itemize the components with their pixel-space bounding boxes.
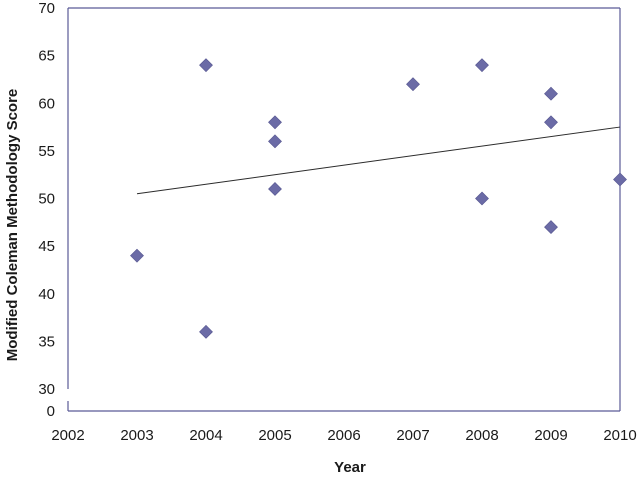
x-tick-label: 2010 (603, 427, 636, 444)
y-tick-label: 35 (38, 333, 55, 350)
y-tick-label: 50 (38, 191, 55, 208)
data-point (268, 115, 282, 130)
y-tick-label: 30 (38, 381, 55, 398)
data-point (544, 86, 558, 101)
data-point (130, 248, 144, 263)
x-axis-title: Year (334, 459, 366, 476)
y-tick-label: 55 (38, 143, 55, 160)
y-tick-label: 40 (38, 286, 55, 303)
data-point (475, 58, 489, 73)
y-tick-label: 60 (38, 95, 55, 112)
data-points (130, 58, 627, 339)
x-tick-label: 2003 (120, 427, 153, 444)
x-tick-label: 2004 (189, 427, 222, 444)
x-tick-label: 2009 (534, 427, 567, 444)
data-point (544, 220, 558, 234)
x-tick-label: 2002 (51, 427, 84, 444)
x-tick-label: 2007 (396, 427, 429, 444)
y-tick-label: 70 (38, 0, 55, 17)
y-axis-tick-labels: 0 30 35 40 45 50 55 60 65 70 (38, 0, 55, 420)
data-point (544, 115, 558, 130)
data-point (199, 58, 213, 73)
x-tick-label: 2006 (327, 427, 360, 444)
data-point (475, 191, 489, 206)
data-point (268, 182, 282, 196)
plot-frame (67, 7, 621, 412)
data-point (406, 77, 420, 92)
data-point (199, 324, 213, 339)
x-tick-label: 2008 (465, 427, 498, 444)
x-tick-label: 2005 (258, 427, 291, 444)
trendline (136, 126, 621, 195)
data-point (268, 134, 282, 149)
y-tick-label: 0 (47, 403, 55, 420)
y-tick-label: 65 (38, 48, 55, 65)
y-axis-title: Modified Coleman Methodology Score (4, 89, 21, 362)
x-axis-tick-labels: 2002 2003 2004 2005 2006 2007 2008 2009 2010 (51, 427, 636, 444)
data-point (613, 172, 627, 187)
y-tick-label: 45 (38, 238, 55, 255)
